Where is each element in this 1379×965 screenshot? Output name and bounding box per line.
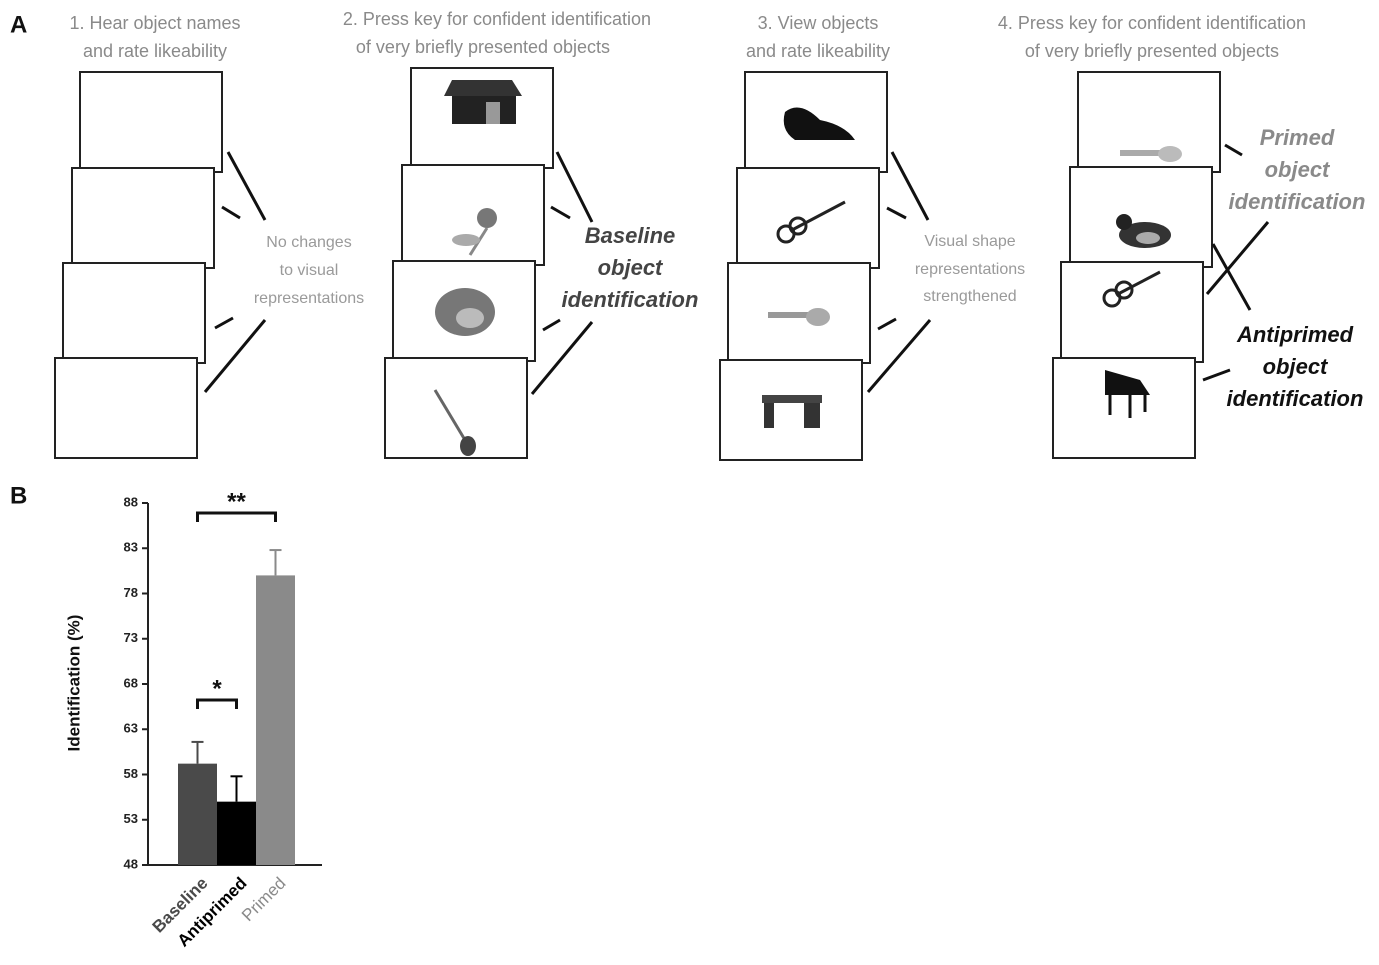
apple-image xyxy=(435,288,495,336)
note: No changes xyxy=(266,234,351,251)
note: Antiprimed xyxy=(1236,322,1354,347)
card xyxy=(1078,72,1220,172)
heading: 2. Press key for confident identificatio… xyxy=(343,9,651,29)
heading: 3. View objects xyxy=(758,13,879,33)
card xyxy=(720,360,862,460)
step-headings: 1. Hear object names and rate likeabilit… xyxy=(69,9,1306,61)
note: identification xyxy=(562,287,699,312)
heading: of very briefly presented objects xyxy=(356,37,610,57)
note: Primed xyxy=(1260,125,1335,150)
significance-label: * xyxy=(212,675,222,702)
heading: and rate likeability xyxy=(83,41,227,61)
bar-chart: Identification (%) 485358636873788388Bas… xyxy=(64,488,322,950)
heading: and rate likeability xyxy=(746,41,890,61)
card xyxy=(55,358,197,458)
y-tick-label: 58 xyxy=(124,766,138,781)
note: Baseline xyxy=(585,223,676,248)
y-tick-label: 73 xyxy=(124,630,138,645)
card xyxy=(1053,358,1195,458)
note: object xyxy=(598,255,664,280)
y-axis-title: Identification (%) xyxy=(64,615,83,752)
card xyxy=(737,168,879,268)
note: identification xyxy=(1227,386,1364,411)
x-tick-label: Primed xyxy=(238,874,290,926)
note: representations xyxy=(254,290,364,307)
panel-label: A xyxy=(10,11,27,38)
note: object xyxy=(1263,354,1329,379)
note: strengthened xyxy=(923,288,1016,305)
card xyxy=(80,72,222,172)
note: representations xyxy=(915,261,1025,278)
y-tick-label: 83 xyxy=(124,540,138,555)
bar xyxy=(256,575,295,865)
panel-label: B xyxy=(10,482,27,509)
y-tick-label: 63 xyxy=(124,721,138,736)
heading: of very briefly presented objects xyxy=(1025,41,1279,61)
card xyxy=(1070,167,1212,267)
heading: 4. Press key for confident identificatio… xyxy=(998,13,1306,33)
card xyxy=(385,358,527,458)
note: Visual shape xyxy=(924,233,1015,250)
card xyxy=(1061,262,1203,362)
y-tick-label: 53 xyxy=(124,811,138,826)
note: to visual xyxy=(280,262,339,279)
bar xyxy=(178,764,217,865)
significance-label: ** xyxy=(227,488,246,515)
y-tick-label: 48 xyxy=(124,856,138,871)
figure: A B 1. Hear object names and rate likeab… xyxy=(0,0,1379,960)
y-tick-label: 88 xyxy=(124,494,138,509)
bar xyxy=(217,802,256,865)
note: object xyxy=(1265,157,1331,182)
y-tick-label: 78 xyxy=(124,585,138,600)
card xyxy=(72,168,214,268)
y-tick-label: 68 xyxy=(124,675,138,690)
note: identification xyxy=(1229,189,1366,214)
house-image xyxy=(444,80,522,124)
card xyxy=(63,263,205,363)
heading: 1. Hear object names xyxy=(69,13,240,33)
